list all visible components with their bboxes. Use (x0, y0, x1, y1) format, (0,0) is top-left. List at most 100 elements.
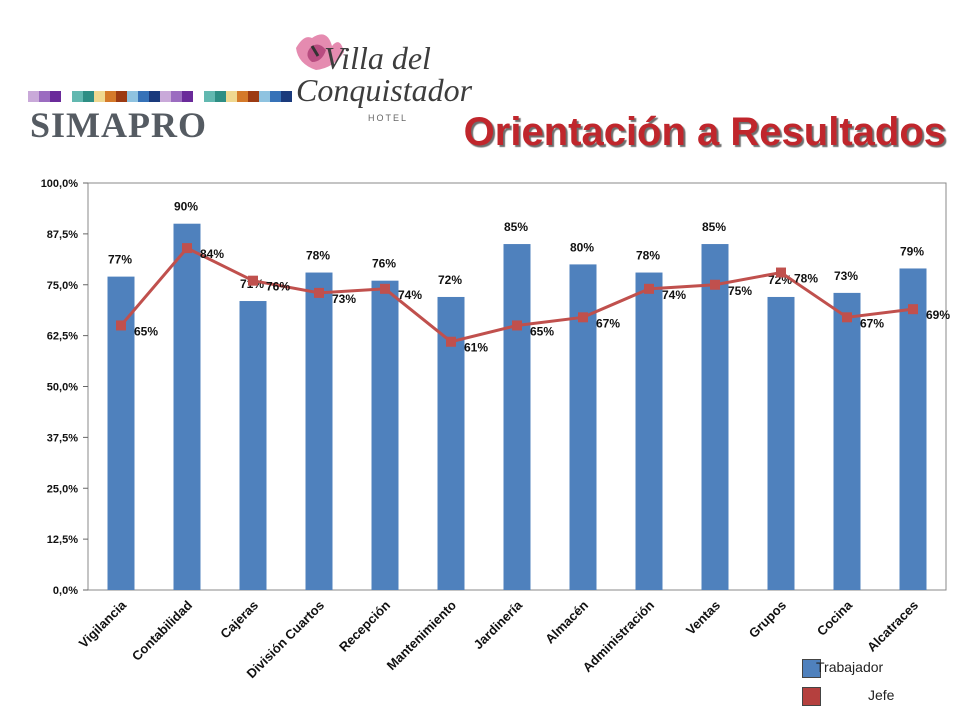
bar-data-label: 77% (108, 253, 132, 267)
category-label: Vigilancia (76, 597, 130, 651)
line-data-label: 84% (200, 247, 224, 261)
color-strip-block (160, 91, 171, 102)
category-label: Ventas (683, 598, 723, 638)
color-strip-block (39, 91, 50, 102)
line-data-label: 65% (134, 324, 158, 338)
color-strip-block (204, 91, 215, 102)
bar-data-label: 76% (372, 257, 396, 271)
category-label: Recepción (336, 597, 393, 654)
legend-item-trabajador: Trabajador (802, 657, 922, 685)
legend-swatch-trabajador (802, 659, 821, 678)
bar (635, 272, 663, 590)
jefe-marker (908, 304, 918, 315)
color-strip-block (259, 91, 270, 102)
line-data-label: 61% (464, 341, 488, 355)
category-label: Almacén (542, 597, 591, 646)
jefe-marker (578, 312, 588, 323)
line-data-label: 76% (266, 280, 290, 294)
color-strip-block (127, 91, 138, 102)
category-label: Jardinería (471, 597, 526, 652)
legend-item-jefe: Jefe (802, 685, 922, 713)
color-strip-block (138, 91, 149, 102)
bar (767, 296, 795, 590)
color-strip-block (61, 91, 72, 102)
jefe-marker (710, 279, 720, 290)
bar (371, 280, 399, 590)
jefe-marker (842, 312, 852, 323)
bar-data-label: 85% (504, 220, 528, 234)
bar-data-label: 80% (570, 240, 594, 254)
bar-data-label: 78% (306, 249, 330, 263)
category-label: Grupos (746, 598, 789, 641)
y-tick-label: 37,5% (47, 432, 78, 444)
color-strip-block (171, 91, 182, 102)
line-data-label: 73% (332, 292, 356, 306)
category-label: Administración (580, 597, 658, 675)
bar (239, 301, 267, 590)
y-tick-label: 100,0% (41, 178, 79, 190)
color-strip-block (116, 91, 127, 102)
logo-subtitle: HOTEL (368, 113, 409, 123)
bar-data-label: 73% (834, 269, 858, 283)
jefe-marker (116, 320, 126, 331)
color-strip-block (226, 91, 237, 102)
jefe-marker (380, 283, 390, 294)
legend-swatch-jefe (802, 687, 821, 706)
color-strip-block (248, 91, 259, 102)
bar (173, 223, 201, 590)
hotel-logo: Villa del Conquistador HOTEL (272, 28, 472, 128)
color-strip-block (94, 91, 105, 102)
color-strip-block (83, 91, 94, 102)
logo-line-1: Villa del (324, 40, 431, 76)
jefe-marker (446, 336, 456, 347)
bar (899, 268, 927, 590)
flower-icon (296, 34, 344, 70)
bar-data-label: 79% (900, 244, 924, 258)
color-strip-block (270, 91, 281, 102)
chart-title: Orientación a Resultados (463, 110, 946, 154)
category-label: Contabilidad (129, 597, 195, 663)
bar-data-label: 78% (636, 249, 660, 263)
line-data-label: 78% (794, 272, 818, 286)
jefe-marker (644, 283, 654, 294)
color-strip-block (105, 91, 116, 102)
bar (503, 244, 531, 591)
color-strip-block (237, 91, 248, 102)
brand-name: SIMAPRO (30, 105, 207, 145)
bar (833, 292, 861, 590)
bar-data-label: 90% (174, 200, 198, 214)
y-tick-label: 87,5% (47, 229, 78, 241)
line-data-label: 65% (530, 324, 554, 338)
jefe-marker (314, 287, 324, 298)
jefe-marker (512, 320, 522, 331)
line-data-label: 75% (728, 284, 752, 298)
color-strip-block (149, 91, 160, 102)
legend-label-jefe: Jefe (868, 687, 895, 703)
legend-label-trabajador: Trabajador (816, 659, 884, 675)
color-strip-block (28, 91, 39, 102)
bar-data-label: 72% (438, 273, 462, 287)
y-tick-label: 25,0% (47, 483, 78, 495)
legend: Trabajador Jefe (802, 657, 922, 713)
jefe-marker (248, 275, 258, 286)
y-tick-label: 50,0% (47, 382, 78, 394)
line-data-label: 67% (596, 316, 620, 330)
line-data-label: 74% (662, 288, 686, 302)
category-label: Cocina (814, 597, 856, 639)
jefe-marker (776, 267, 786, 278)
bar (701, 244, 729, 591)
line-data-label: 74% (398, 288, 422, 302)
category-label: Mantenimiento (384, 597, 460, 673)
y-tick-label: 75,0% (47, 280, 78, 292)
line-data-label: 67% (860, 316, 884, 330)
category-label: Alcatraces (864, 598, 921, 655)
bar-data-label: 85% (702, 220, 726, 234)
color-strip-block (72, 91, 83, 102)
color-strip-block (50, 91, 61, 102)
jefe-marker (182, 243, 192, 254)
color-strip-block (182, 91, 193, 102)
category-label: Cajeras (217, 598, 261, 642)
color-strip-block (281, 91, 292, 102)
color-strip-block (215, 91, 226, 102)
